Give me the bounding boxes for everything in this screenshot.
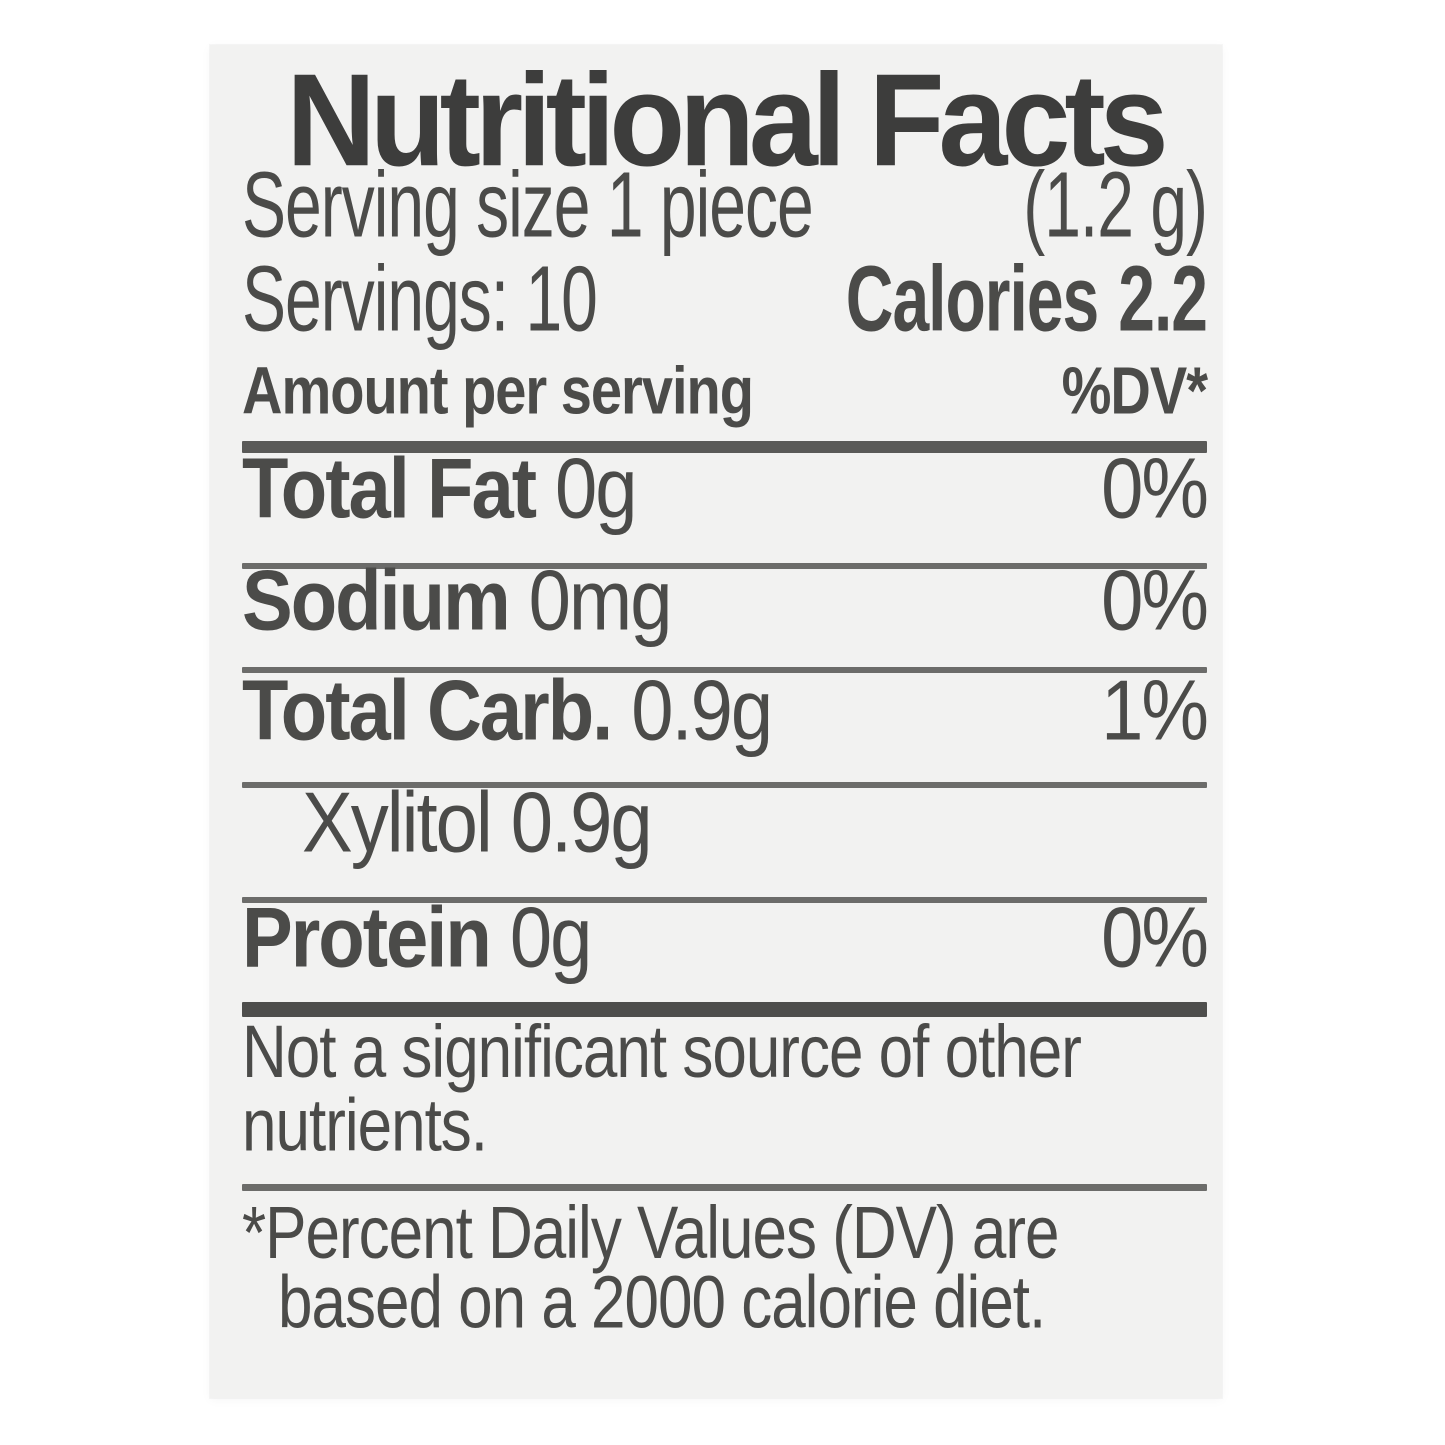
row-divider (242, 782, 1207, 788)
nutrient-amount: 0.9g (631, 663, 773, 759)
nutrient-name: Total Carb. (242, 663, 613, 759)
nutrient-row-sodium: Sodium 0mg 0% (242, 553, 1209, 649)
nutrient-row-total-carb: Total Carb. 0.9g 1% (242, 663, 1209, 759)
nutrient-dv: 0% (1101, 441, 1209, 537)
nutrient-left-group: Total Fat 0g (242, 441, 638, 537)
nutrient-row-xylitol: Xylitol 0.9g (242, 775, 1207, 871)
nutrient-left-group: Protein 0g (242, 890, 593, 986)
serving-size-label: Serving size 1 piece (242, 152, 814, 256)
footnote-line: *Percent Daily Values (DV) are (242, 1191, 1060, 1275)
footnote-line: based on a 2000 calorie diet. (278, 1261, 1046, 1345)
section-divider-heavy (242, 1002, 1207, 1017)
serving-size-row: Serving size 1 piece (1.2 g) (242, 152, 1208, 256)
nutrient-name: Sodium (242, 553, 511, 649)
nutrient-left-group: Total Carb. 0.9g (242, 663, 773, 759)
panel-title: Nutritional Facts (286, 47, 1168, 194)
calories-label: Calories (845, 246, 1099, 350)
percent-dv-header: %DV* (1061, 352, 1208, 428)
note-line: Not a significant source of other (242, 1011, 1082, 1094)
nutrient-amount: 0g (555, 441, 638, 537)
calories-group: Calories 2.2 (845, 246, 1208, 350)
servings-count: Servings: 10 (242, 246, 598, 350)
note-line: nutrients. (242, 1084, 488, 1168)
row-divider (242, 667, 1207, 673)
nutrient-dv: 1% (1101, 663, 1209, 759)
serving-size-weight: (1.2 g) (1023, 152, 1208, 256)
row-divider (242, 897, 1207, 903)
nutrient-name: Total Fat (242, 441, 537, 537)
nutrient-dv: 0% (1101, 553, 1209, 649)
nutrient-name: Protein (242, 890, 492, 986)
nutrient-name: Xylitol (302, 775, 493, 871)
servings-calories-row: Servings: 10 Calories 2.2 (242, 246, 1208, 350)
nutrient-row-total-fat: Total Fat 0g 0% (242, 441, 1209, 537)
daily-values-footnote: *Percent Daily Values (DV) are based on … (242, 1191, 1207, 1345)
nutrient-dv: 0% (1101, 890, 1209, 986)
footnote-divider (242, 1184, 1207, 1191)
nutrient-amount: 0g (509, 890, 593, 986)
nutrient-amount: 0mg (528, 553, 673, 649)
nutrient-left-group: Xylitol 0.9g (302, 775, 653, 871)
row-divider (242, 563, 1207, 569)
nutrient-left-group: Sodium 0mg (242, 553, 673, 649)
no-significant-source-note: Not a significant source of other nutrie… (242, 1011, 1207, 1168)
calories-value: 2.2 (1118, 246, 1208, 350)
nutrition-facts-panel: Nutritional Facts Serving size 1 piece (… (210, 45, 1222, 1398)
nutrient-row-protein: Protein 0g 0% (242, 890, 1209, 986)
header-divider (242, 441, 1207, 453)
nutrient-amount: 0.9g (510, 775, 653, 871)
amount-per-serving-header: Amount per serving (242, 352, 754, 428)
column-header-row: Amount per serving %DV* (242, 352, 1208, 428)
